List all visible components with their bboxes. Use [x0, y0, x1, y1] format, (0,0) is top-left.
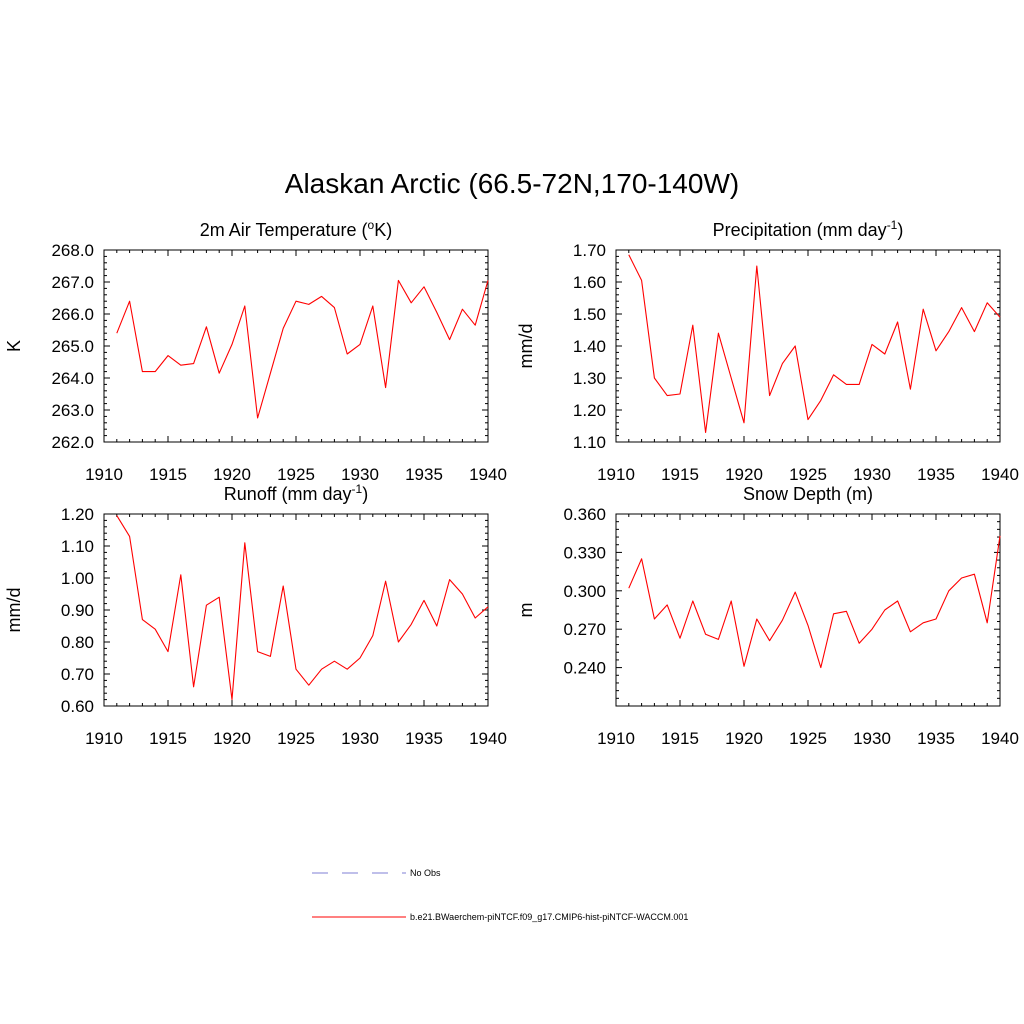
y-tick-label: 0.70 — [61, 665, 94, 684]
x-tick-label: 1910 — [85, 465, 123, 484]
x-tick-label: 1910 — [597, 729, 635, 748]
y-tick-label: 268.0 — [51, 241, 94, 260]
legend-label-no-obs: No Obs — [410, 868, 441, 878]
panel-title: Runoff (mm day-1) — [224, 482, 368, 504]
panel-4: 1910 1915 1920 1925 1930 1935 1940 0.240 0.270 0.… — [516, 484, 1019, 748]
y-tick-label: 0.270 — [563, 620, 606, 639]
y-tick-label: 1.10 — [573, 433, 606, 452]
x-tick-label: 1915 — [661, 729, 699, 748]
x-tick-label: 1930 — [341, 465, 379, 484]
y-tick-label: 0.60 — [61, 697, 94, 716]
x-tick-label: 1935 — [405, 465, 443, 484]
series-line — [116, 279, 489, 419]
y-tick-label: 263.0 — [51, 401, 94, 420]
x-tick-label: 1920 — [213, 729, 251, 748]
y-tick-label: 264.0 — [51, 369, 94, 388]
series-line — [628, 254, 1001, 433]
x-tick-label: 1915 — [149, 729, 187, 748]
x-tick-label: 1935 — [405, 729, 443, 748]
x-tick-label: 1920 — [213, 465, 251, 484]
plot-frame — [615, 513, 1001, 707]
y-tick-label: 1.00 — [61, 569, 94, 588]
y-tick-label: 0.360 — [563, 505, 606, 524]
panel-title: 2m Air Temperature (oK) — [200, 218, 392, 240]
y-axis-label: K — [4, 340, 24, 352]
x-tick-label: 1925 — [277, 465, 315, 484]
panel-2: 1910 1915 1920 1925 1930 1935 1940 1.10 1.20 1.30… — [516, 218, 1019, 484]
x-tick-label: 1910 — [597, 465, 635, 484]
figure-title: Alaskan Arctic (66.5-72N,170-140W) — [284, 168, 740, 199]
y-tick-label: 1.50 — [573, 305, 606, 324]
y-tick-label: 0.90 — [61, 601, 94, 620]
y-axis-label: mm/d — [516, 324, 536, 369]
x-tick-label: 1930 — [341, 729, 379, 748]
plot-frame — [103, 513, 489, 707]
x-tick-label: 1915 — [661, 465, 699, 484]
y-axis-label: m — [516, 603, 536, 618]
y-tick-label: 1.40 — [573, 337, 606, 356]
y-tick-label: 0.80 — [61, 633, 94, 652]
y-tick-label: 0.330 — [563, 543, 606, 562]
plot-frame — [103, 249, 489, 443]
y-tick-label: 0.300 — [563, 582, 606, 601]
legend: No Obs b.e21.BWaerchem-piNTCF.f09_g17.CMI… — [312, 868, 688, 922]
panel-3: 1910 1915 1920 1925 1930 1935 1940 0.60 0.70 0.80… — [4, 482, 507, 748]
x-tick-label: 1910 — [85, 729, 123, 748]
x-tick-label: 1930 — [853, 465, 891, 484]
x-tick-label: 1925 — [789, 729, 827, 748]
x-tick-label: 1920 — [725, 465, 763, 484]
series-line — [628, 535, 1001, 669]
y-tick-label: 267.0 — [51, 273, 94, 292]
x-tick-label: 1940 — [469, 465, 507, 484]
panel-title: Snow Depth (m) — [743, 484, 873, 504]
x-tick-label: 1940 — [469, 729, 507, 748]
x-tick-label: 1940 — [981, 465, 1019, 484]
x-tick-label: 1940 — [981, 729, 1019, 748]
y-tick-label: 1.70 — [573, 241, 606, 260]
plot-frame — [615, 249, 1001, 443]
y-tick-label: 1.20 — [573, 401, 606, 420]
y-tick-label: 266.0 — [51, 305, 94, 324]
panel-1: 1910 1915 1920 1925 1930 1935 1940 262.0 263.0 26… — [4, 218, 507, 484]
x-tick-label: 1930 — [853, 729, 891, 748]
y-tick-label: 1.60 — [573, 273, 606, 292]
x-tick-label: 1925 — [277, 729, 315, 748]
legend-label-model: b.e21.BWaerchem-piNTCF.f09_g17.CMIP6-his… — [410, 912, 688, 922]
y-tick-label: 0.240 — [563, 659, 606, 678]
y-axis-label: mm/d — [4, 588, 24, 633]
x-tick-label: 1935 — [917, 729, 955, 748]
panel-title: Precipitation (mm day-1) — [713, 218, 904, 240]
x-tick-label: 1915 — [149, 465, 187, 484]
x-tick-label: 1920 — [725, 729, 763, 748]
y-tick-label: 1.30 — [573, 369, 606, 388]
y-tick-label: 1.20 — [61, 505, 94, 524]
x-tick-label: 1935 — [917, 465, 955, 484]
y-tick-label: 262.0 — [51, 433, 94, 452]
series-line — [116, 515, 489, 701]
y-tick-label: 1.10 — [61, 537, 94, 556]
x-tick-label: 1925 — [789, 465, 827, 484]
y-tick-label: 265.0 — [51, 337, 94, 356]
